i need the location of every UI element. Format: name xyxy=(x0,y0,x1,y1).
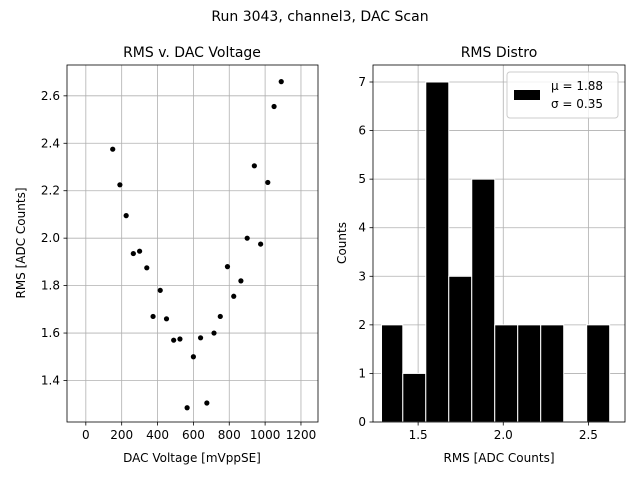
histogram-bar xyxy=(494,324,519,423)
scatter-y-tick-label: 2.0 xyxy=(41,231,60,245)
scatter-y-label: RMS [ADC Counts] xyxy=(14,187,28,298)
scatter-y-tick-label: 1.4 xyxy=(41,373,60,387)
figure-suptitle: Run 3043, channel3, DAC Scan xyxy=(211,9,428,25)
scatter-point xyxy=(244,235,250,241)
histogram-y-tick-label: 7 xyxy=(358,75,366,89)
histogram-y-label: Counts xyxy=(335,222,349,264)
histogram-y-tick-label: 4 xyxy=(358,221,366,235)
scatter-point xyxy=(231,293,237,299)
scatter-x-ticks: 0 200 400 600 800 1000 1200 xyxy=(82,422,316,442)
histogram-bar xyxy=(471,178,496,423)
histogram-y-tick-label: 6 xyxy=(358,124,366,138)
legend-box xyxy=(506,71,619,119)
scatter-y-tick-label: 2.6 xyxy=(41,89,60,103)
histogram-y-tick-label: 3 xyxy=(358,269,366,283)
scatter-point xyxy=(171,337,177,343)
scatter-points xyxy=(110,79,284,411)
scatter-point xyxy=(177,336,183,342)
histogram-bar xyxy=(381,324,404,423)
histogram-x-tick-label: 2.5 xyxy=(579,428,598,442)
scatter-y-ticks: 1.4 1.6 1.8 2.0 2.2 2.4 2.6 xyxy=(41,89,67,387)
histogram-bar xyxy=(540,324,565,423)
scatter-point xyxy=(224,264,231,270)
histogram-bar xyxy=(448,275,473,423)
scatter-point xyxy=(144,265,150,271)
histogram-legend: μ = 1.88 σ = 0.35 xyxy=(506,71,619,119)
scatter-point xyxy=(137,248,143,254)
scatter-point xyxy=(278,79,284,85)
scatter-x-tick-label: 200 xyxy=(110,428,133,442)
scatter-point xyxy=(117,182,123,188)
scatter-grid xyxy=(67,65,318,422)
scatter-title: RMS v. DAC Voltage xyxy=(123,45,261,61)
scatter-point xyxy=(217,313,223,320)
scatter-y-tick-label: 2.4 xyxy=(41,136,60,150)
scatter-y-tick-label: 1.6 xyxy=(41,326,60,340)
scatter-point xyxy=(150,313,156,320)
histogram-y-tick-label: 0 xyxy=(358,415,366,429)
scatter-point xyxy=(197,335,204,341)
scatter-point xyxy=(211,330,217,336)
scatter-y-tick-label: 2.2 xyxy=(41,184,60,198)
scatter-point xyxy=(163,316,170,322)
scatter-chart: RMS v. DAC Voltage 0 200 400 600 800 1000 1200… xyxy=(14,45,319,465)
histogram-bar xyxy=(586,324,611,423)
scatter-point xyxy=(258,241,264,247)
scatter-point xyxy=(130,250,136,257)
histogram-frame xyxy=(372,64,626,423)
scatter-x-tick-label: 0 xyxy=(82,428,90,442)
legend-mean: μ = 1.88 xyxy=(551,79,603,93)
histogram-y-ticks: 0 1 2 3 4 5 6 7 xyxy=(358,75,373,429)
histogram-bar xyxy=(402,372,427,423)
scatter-point xyxy=(251,163,257,169)
histogram-bar xyxy=(517,324,542,423)
histogram-y-tick-label: 2 xyxy=(358,318,366,332)
histogram-y-tick-label: 5 xyxy=(358,172,366,186)
scatter-point xyxy=(123,213,129,219)
histogram-title: RMS Distro xyxy=(461,45,538,61)
histogram-x-ticks: 1.5 2.0 2.5 xyxy=(409,422,598,442)
scatter-y-tick-label: 1.8 xyxy=(41,279,60,293)
histogram-x-tick-label: 2.0 xyxy=(494,428,513,442)
histogram-x-label: RMS [ADC Counts] xyxy=(443,451,554,465)
scatter-x-tick-label: 600 xyxy=(182,428,205,442)
legend-sigma: σ = 0.35 xyxy=(551,97,603,111)
histogram-x-tick-label: 1.5 xyxy=(409,428,428,442)
scatter-point xyxy=(190,354,196,360)
histogram-bars xyxy=(381,81,611,423)
histogram-bar xyxy=(425,81,450,423)
histogram-y-tick-label: 1 xyxy=(358,366,366,380)
scatter-x-tick-label: 800 xyxy=(218,428,241,442)
scatter-point xyxy=(184,405,190,411)
histogram-chart: RMS Distro 1.5 2.0 2.5 0 1 2 3 4 5 6 7 RMS [ADC C… xyxy=(335,45,626,465)
scatter-x-tick-label: 1200 xyxy=(286,428,317,442)
scatter-point xyxy=(265,179,271,186)
scatter-x-tick-label: 1000 xyxy=(250,428,281,442)
scatter-point xyxy=(110,146,116,152)
scatter-point xyxy=(157,287,163,293)
scatter-x-label: DAC Voltage [mVppSE] xyxy=(123,451,261,465)
scatter-point xyxy=(204,400,210,406)
scatter-point xyxy=(271,103,277,110)
scatter-point xyxy=(238,278,244,284)
scatter-x-tick-label: 400 xyxy=(146,428,169,442)
legend-swatch xyxy=(514,90,540,100)
scatter-frame xyxy=(66,64,319,423)
